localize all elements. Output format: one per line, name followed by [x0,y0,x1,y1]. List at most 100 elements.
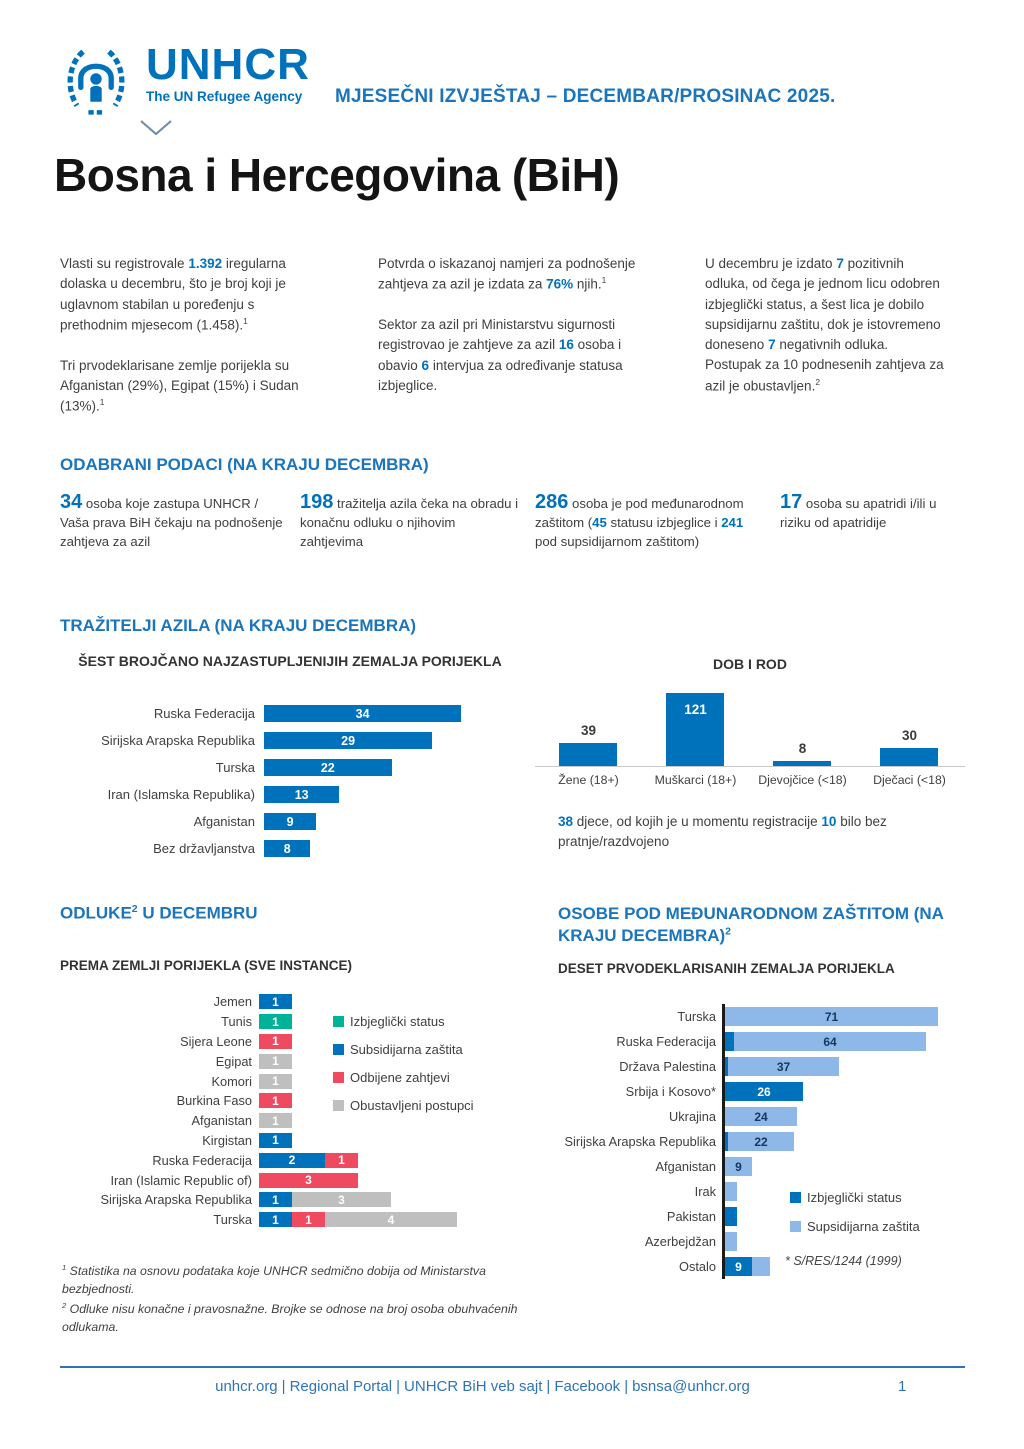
bar-row: Ukrajina 24 [558,1104,938,1129]
bar-row: Turska 71 [558,1004,938,1029]
decisions-legend: Izbjeglički status Subsidijarna zaštita Od… [333,1014,474,1126]
category-label: Turska [215,760,255,775]
bar-value: 3 [305,1173,312,1188]
bar-row: Sijera Leone 1 [60,1032,457,1052]
protection-legend: Izbjeglički status Supsidijarna zaštita [790,1190,920,1248]
legend-label: Izbjeglički status [350,1014,445,1029]
bar-row: Iran (Islamic Republic of) 3 [60,1170,457,1190]
unhcr-logo: UNHCR The UN Refugee Agency [58,43,310,120]
bar-row: Azerbejdžan [558,1229,938,1254]
axis-line [722,1204,725,1229]
footer-separator: | [546,1378,551,1395]
bar-row: Egipat 1 [60,1051,457,1071]
age-gender-chart: 39 121 8 30 Žene (18+) Muškarci (18+) Djevojč… [535,688,965,787]
key-data-heading: ODABRANI PODACI (NA KRAJU DECEMBRA) [60,455,429,474]
chevron-down-icon [140,120,172,136]
category-label: Srbija i Kosovo* [625,1084,716,1099]
axis-line [722,1254,725,1279]
bar-row: Turska 1 1 4 [60,1210,457,1230]
bar-row: Iran (Islamska Republika) 13 [60,781,461,808]
bar-value: 4 [387,1212,395,1227]
category-label: Sirijska Arapska Republika [100,1192,252,1208]
bar: 34 [264,705,462,722]
bar-segment [725,1182,737,1201]
bar-segment: 71 [725,1007,938,1026]
footer-link[interactable]: Regional Portal [289,1378,393,1395]
legend-item: Obustavljeni postupci [333,1098,474,1113]
bar-segment: 26 [725,1082,803,1101]
footer-separator: | [281,1378,286,1395]
legend-label: Obustavljeni postupci [350,1098,474,1113]
bar-value: 1 [272,994,279,1009]
legend-item: Subsidijarna zaštita [333,1042,474,1057]
decisions-chart: Jemen 1 Tunis 1 Sijera Leone 1 Egipat 1 Komori 1 B… [60,992,457,1230]
bar-value: 1 [338,1153,345,1168]
bar-segment [725,1132,728,1151]
intro-paragraph: Tri prvodeklarisane zemlje porijekla su … [60,357,299,414]
bar-segment: 2 [259,1152,325,1168]
category-label: Pakistan [666,1209,716,1224]
legend-item: Odbijene zahtjevi [333,1070,474,1085]
bar-value: 1 [272,1133,279,1148]
bar-value: 1 [272,1054,279,1069]
intro-paragraph: Sektor za azil pri Ministarstvu sigurnos… [378,317,623,393]
legend-item: Izbjeglički status [333,1014,474,1029]
bar-row: Ruska Federacija 34 [60,700,462,727]
bar-value: 1 [272,1074,279,1089]
category-label: Burkina Faso [176,1093,252,1109]
bar-row: Komori 1 [60,1071,457,1091]
axis-line [722,1229,725,1254]
category-label: Afganistan [191,1113,252,1129]
decisions-chart-title: PREMA ZEMLJI PORIJEKLA (SVE INSTANCE) [60,958,353,973]
unhcr-emblem-icon [67,49,125,115]
bar-segment [725,1232,737,1251]
bar-row: Sirijska Arapska Republika 22 [558,1129,938,1154]
bar-row: Jemen 1 [60,992,457,1012]
bar-value: 1 [305,1212,312,1227]
footer-link[interactable]: unhcr.org [215,1378,278,1395]
footer-link[interactable]: bsnsa@unhcr.org [632,1378,750,1395]
bar: 22 [264,759,392,776]
category-label: Država Palestina [619,1059,716,1074]
bar-value: 8 [798,741,807,756]
intro-column-1: Vlasti su registrovale 1.392 iregularna … [60,254,322,437]
legend-swatch-icon [790,1192,801,1203]
bar-segment: 9 [725,1157,752,1176]
category-label: Komori [211,1073,252,1089]
intro-column-3: U decembru je izdato 7 pozitivnih odluka… [705,254,947,416]
bar-value: 1 [272,1093,279,1108]
bar-segment: 1 [259,1033,292,1049]
category-label: Djevojčice (<18) [758,773,847,787]
axis-line [722,1004,725,1029]
bar-row: Tunis 1 [60,1012,457,1032]
bar-value: 8 [283,841,291,856]
protection-chart-title: DESET PRVODEKLARISANIH ZEMALJA PORIJEKLA [558,961,895,976]
intro-paragraph: Vlasti su registrovale 1.392 iregularna … [60,256,286,333]
category-label: Bez državljanstva [153,841,255,856]
age-gender-plot: 39 121 8 30 [535,688,965,767]
legend-label: Supsidijarna zaštita [807,1219,920,1234]
category-label: Sirijska Arapska Republika [101,733,255,748]
stat-awaiting-submission: 34 osoba koje zastupa UNHCR / Vaša prava… [60,491,283,550]
legend-label: Izbjeglički status [807,1190,902,1205]
bar-segment [725,1207,737,1226]
bar: 13 [264,786,340,803]
legend-item: Supsidijarna zaštita [790,1219,920,1234]
bar-value: 3 [338,1192,345,1207]
legend-label: Odbijene zahtjevi [350,1070,450,1085]
footer-link[interactable]: UNHCR BiH veb sajt [404,1378,543,1395]
bar-segment: 1 [325,1152,358,1168]
legend-swatch-icon [790,1221,801,1232]
category-label: Sirijska Arapska Republika [564,1134,716,1149]
bar-segment [752,1257,770,1276]
intro-paragraph: Potvrda o iskazanoj namjeri za podnošenj… [378,256,636,292]
axis-line [722,1129,725,1154]
bar: 29 [264,732,433,749]
category-label: Muškarci (18+) [654,773,737,787]
bar-row: Afganistan 9 [60,808,461,835]
stat-pending-claims: 198 tražitelja azila čeka na obradu i ko… [300,491,519,550]
bar-row: Sirijska Arapska Republika 29 [60,727,461,754]
bar: 8 [264,840,311,857]
footer-link[interactable]: Facebook [554,1378,621,1395]
category-label: Kirgistan [202,1132,252,1148]
